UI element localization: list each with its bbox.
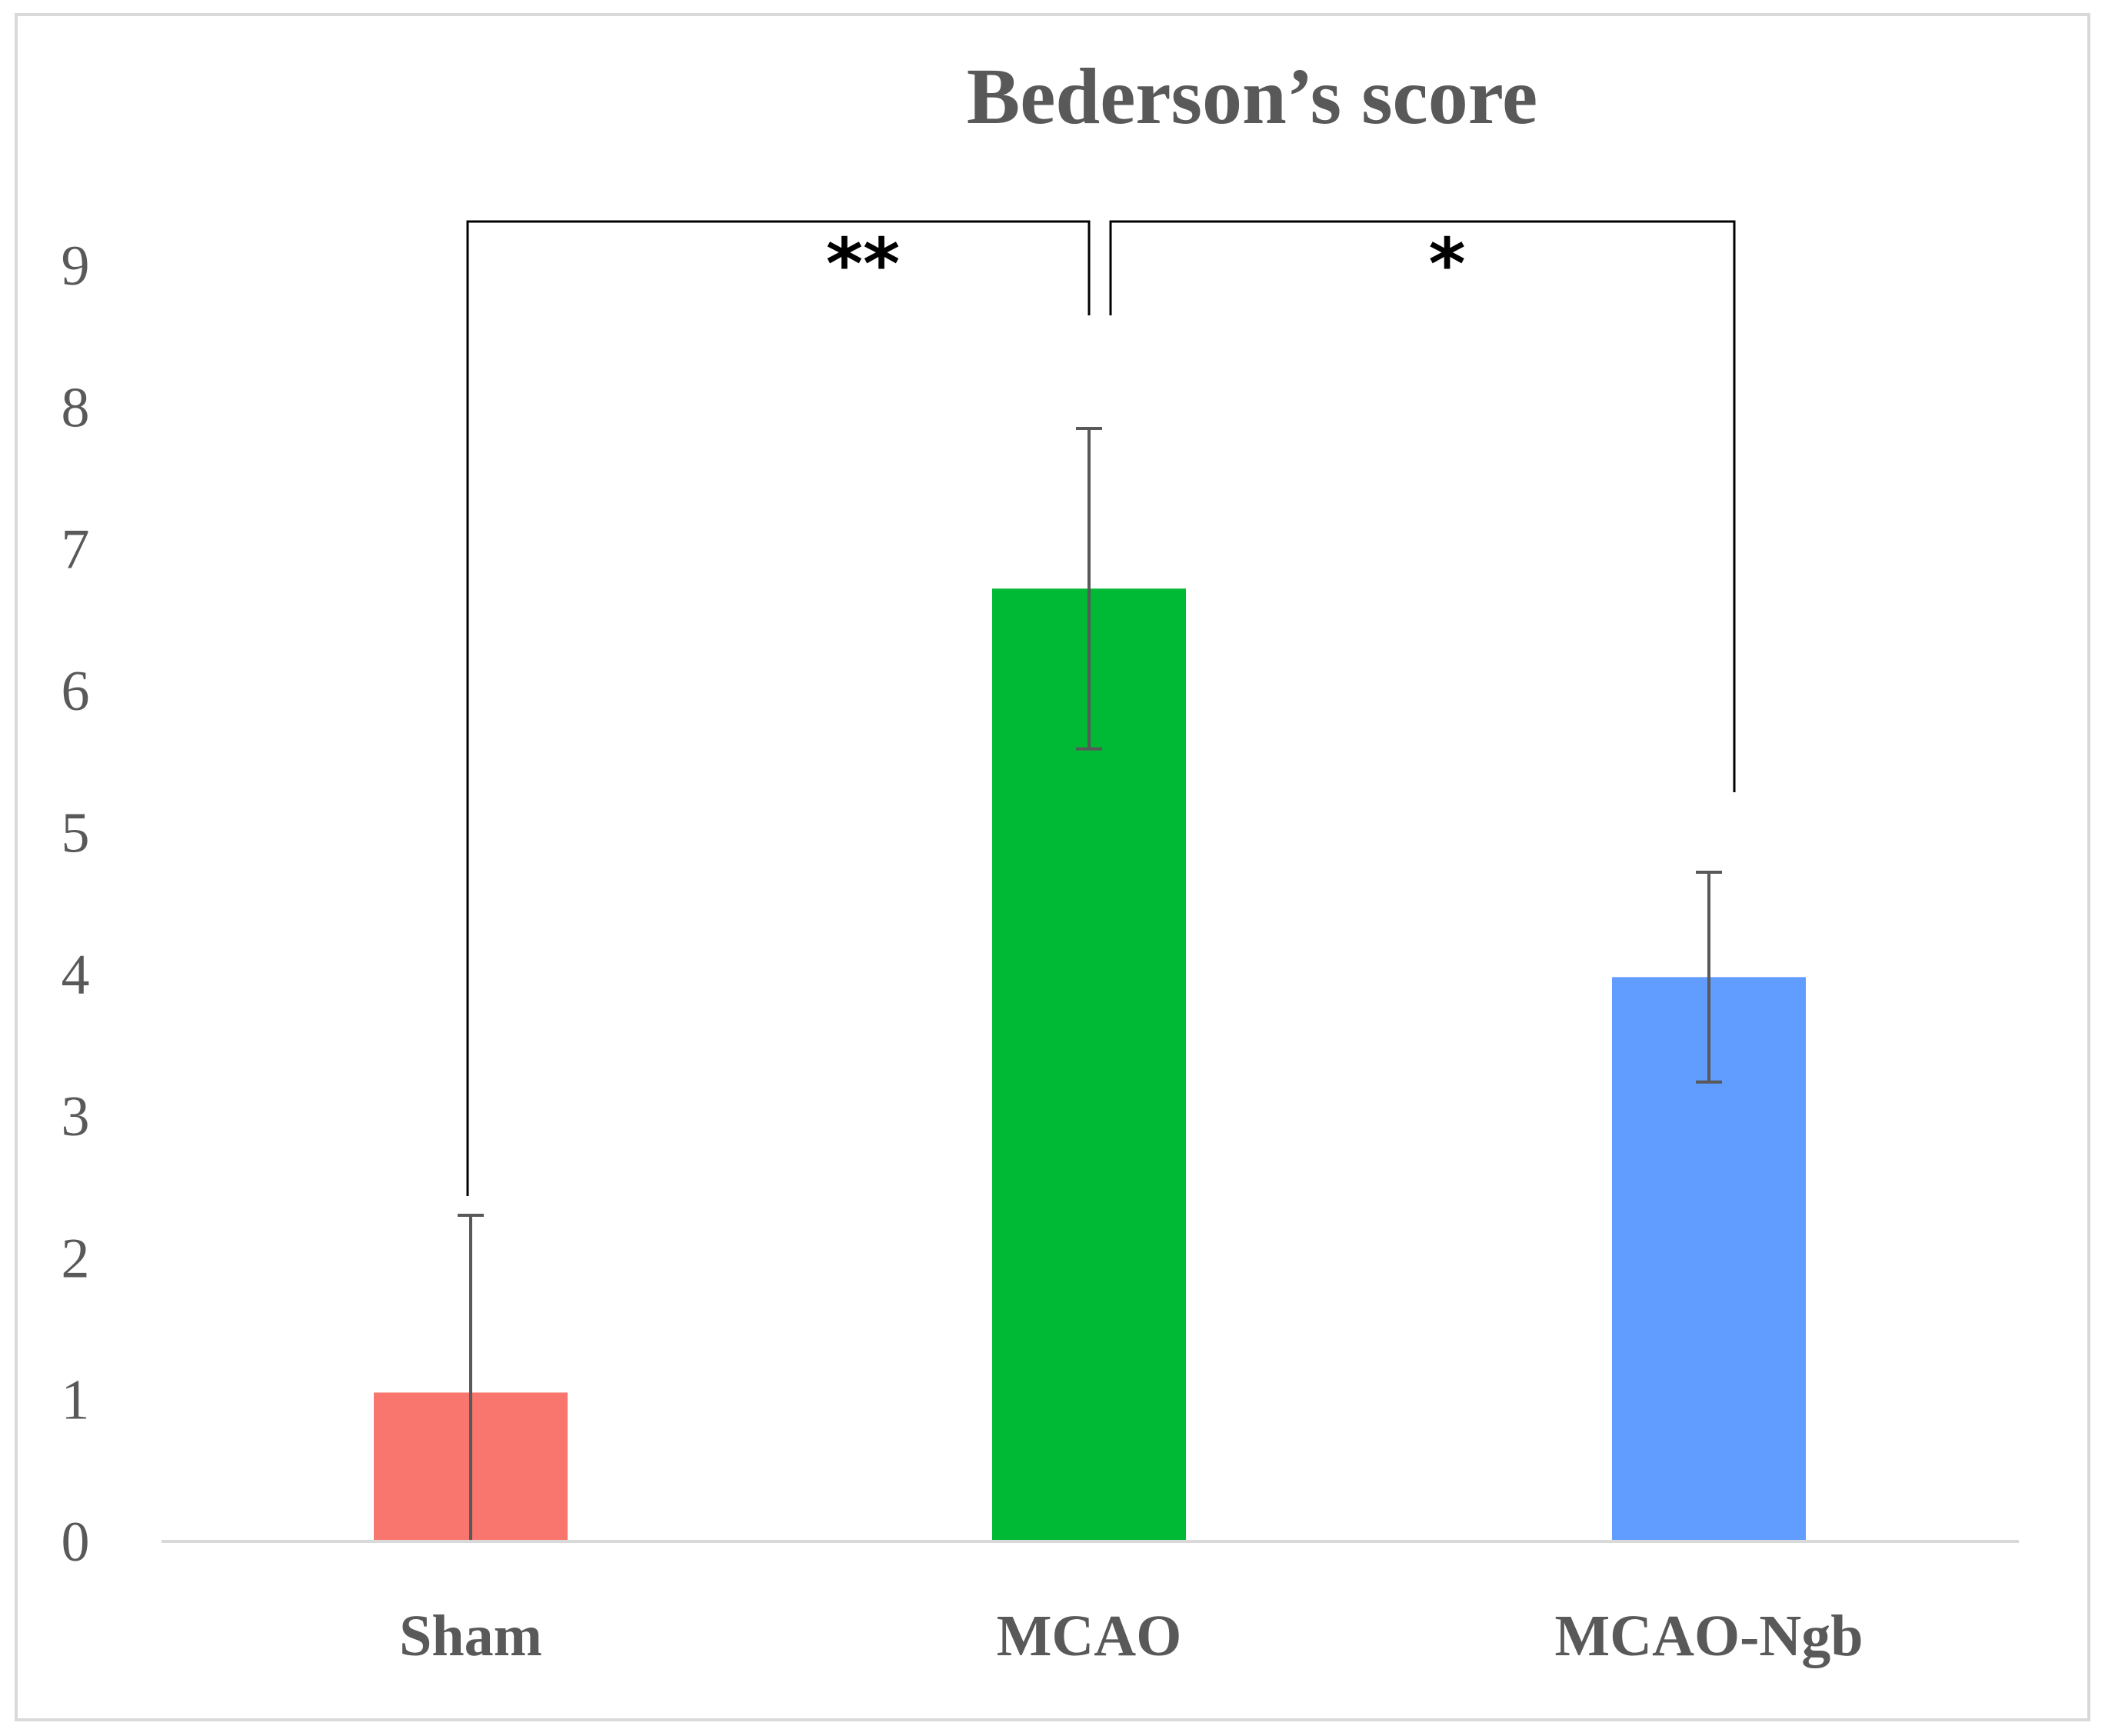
error-bar-sham: [458, 1214, 484, 1541]
x-axis-labels: Sham MCAO MCAO-Ngb: [399, 1604, 1863, 1668]
y-tick-label: 1: [62, 1369, 90, 1432]
y-tick-label: 5: [62, 801, 90, 865]
error-bar-mcao-ngb: [1696, 870, 1722, 1084]
y-tick-label: 0: [62, 1511, 90, 1574]
error-bar-mcao: [1076, 426, 1102, 751]
y-tick-label: 2: [62, 1227, 90, 1290]
y-tick-label: 6: [62, 660, 90, 723]
significance-label: *: [1428, 223, 1465, 305]
y-axis-ticks: 0 1 2 3 4 5 6 7 8 9: [62, 235, 90, 1574]
significance-bracket: **: [466, 220, 1091, 1196]
y-tick-label: 3: [62, 1085, 90, 1148]
y-tick-label: 4: [62, 944, 90, 1007]
y-tick-label: 7: [62, 518, 90, 581]
error-bars: [458, 426, 1722, 1541]
y-tick-label: 9: [62, 235, 90, 298]
y-tick-label: 8: [62, 376, 90, 439]
chart-title: Bederson’s score: [967, 52, 1537, 141]
significance-brackets: ** *: [466, 220, 1736, 1196]
x-tick-label: MCAO: [997, 1604, 1182, 1668]
significance-label: **: [826, 223, 900, 305]
x-tick-label: Sham: [399, 1604, 542, 1668]
significance-bracket: *: [1109, 220, 1736, 792]
x-tick-label: MCAO-Ngb: [1554, 1604, 1863, 1668]
bars: [374, 588, 1806, 1541]
